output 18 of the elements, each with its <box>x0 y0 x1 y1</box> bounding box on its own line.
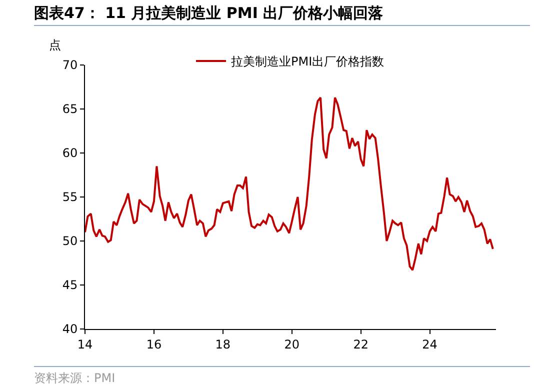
y-tick-label: 70 <box>62 58 78 72</box>
x-tick-label: 20 <box>284 337 300 352</box>
x-tick-label: 24 <box>422 337 438 352</box>
x-tick-label: 18 <box>215 337 231 352</box>
y-tick-label: 60 <box>62 146 78 160</box>
y-axis-title: 点 <box>49 38 61 52</box>
y-tick-label: 65 <box>62 102 78 116</box>
legend-label: 拉美制造业PMI出厂价格指数 <box>231 54 384 69</box>
x-tick-label: 14 <box>77 337 93 352</box>
y-tick-label: 55 <box>62 190 78 204</box>
y-tick-label: 45 <box>62 278 78 292</box>
text: 资料来源：PMI <box>34 370 116 387</box>
line-series <box>85 96 494 272</box>
chart-title: 图表47： 11 月拉美制造业 PMI 出厂价格小幅回落 <box>34 4 384 23</box>
x-tick-label: 16 <box>146 337 162 352</box>
y-tick-label: 40 <box>62 322 78 336</box>
x-tick-label: 22 <box>353 337 368 352</box>
y-tick-label: 50 <box>62 234 78 248</box>
